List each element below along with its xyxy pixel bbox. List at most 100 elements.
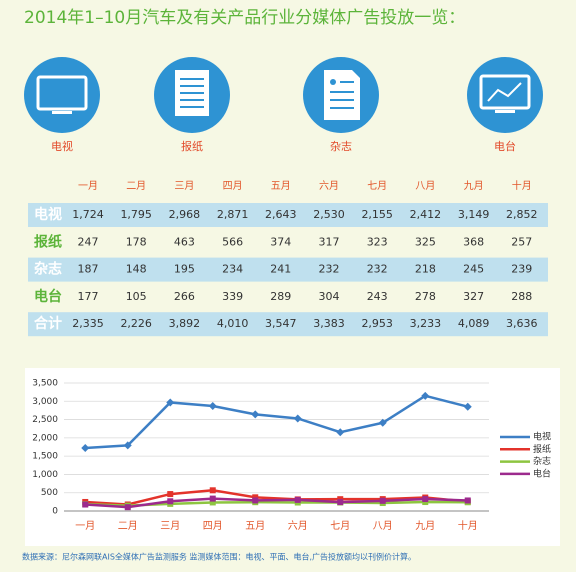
marker bbox=[209, 499, 216, 506]
table-cell: 177 bbox=[78, 290, 99, 303]
table-band bbox=[28, 312, 548, 337]
table-cell: 2,226 bbox=[120, 317, 152, 330]
table-cell: 2,968 bbox=[169, 208, 201, 221]
table-cell: 2,852 bbox=[506, 208, 538, 221]
table-cell: 239 bbox=[511, 263, 532, 276]
media-label: 杂志 bbox=[330, 140, 352, 153]
x-tick-label: 三月 bbox=[160, 520, 180, 532]
x-tick-label: 二月 bbox=[118, 520, 138, 532]
table-cell: 195 bbox=[174, 263, 195, 276]
y-tick-label: 2,500 bbox=[32, 415, 58, 425]
table-band bbox=[28, 203, 548, 227]
marker bbox=[167, 491, 174, 498]
marker bbox=[463, 402, 472, 411]
y-tick-label: 1,500 bbox=[32, 452, 58, 462]
series-line bbox=[85, 489, 468, 506]
media-label: 报纸 bbox=[181, 139, 203, 153]
table-cell: 266 bbox=[174, 290, 195, 303]
table-cell: 3,547 bbox=[265, 317, 297, 330]
marker bbox=[464, 497, 471, 504]
footnote: 数据来源：尼尔森网联AIS全媒体广告监测服务 监测媒体范围：电视、平面、电台,广… bbox=[22, 552, 416, 562]
table-cell: 178 bbox=[126, 235, 147, 248]
x-tick-label: 七月 bbox=[330, 520, 350, 532]
table-cell: 2,871 bbox=[217, 208, 249, 221]
table-cell: 187 bbox=[78, 263, 99, 276]
table-cell: 2,643 bbox=[265, 208, 297, 221]
icon-tv bbox=[24, 57, 100, 133]
marker bbox=[421, 391, 430, 400]
table-cell: 374 bbox=[270, 235, 291, 248]
table-cell: 232 bbox=[367, 263, 388, 276]
table-cell: 325 bbox=[415, 235, 436, 248]
row-label: 电台 bbox=[34, 288, 62, 305]
table-cell: 1,795 bbox=[120, 208, 152, 221]
y-tick-label: 500 bbox=[41, 488, 58, 498]
table-cell: 3,892 bbox=[169, 317, 201, 330]
x-tick-label: 八月 bbox=[373, 520, 393, 532]
table-cell: 323 bbox=[367, 235, 388, 248]
legend-label: 电台 bbox=[533, 467, 551, 479]
table-cell: 234 bbox=[222, 263, 243, 276]
table-cell: 327 bbox=[463, 290, 484, 303]
legend-label: 电视 bbox=[533, 431, 551, 443]
media-label: 电视 bbox=[51, 139, 73, 153]
table-cell: 241 bbox=[270, 263, 291, 276]
table-cell: 4,089 bbox=[458, 317, 490, 330]
table-cell: 317 bbox=[319, 235, 340, 248]
table-cell: 2,155 bbox=[361, 208, 393, 221]
marker bbox=[378, 418, 387, 427]
marker bbox=[251, 410, 260, 419]
marker bbox=[208, 402, 217, 411]
marker bbox=[167, 498, 174, 505]
marker bbox=[293, 414, 302, 423]
table-cell: 278 bbox=[415, 290, 436, 303]
marker bbox=[166, 398, 175, 407]
table-cell: 247 bbox=[78, 235, 99, 248]
x-tick-label: 四月 bbox=[203, 520, 223, 532]
table-header: 七月 bbox=[367, 180, 387, 192]
y-tick-label: 1,000 bbox=[32, 470, 58, 480]
table-header: 一月 bbox=[78, 180, 98, 192]
table-header: 三月 bbox=[174, 180, 194, 192]
y-tick-label: 3,500 bbox=[32, 379, 58, 389]
table-cell: 4,010 bbox=[217, 317, 249, 330]
table-cell: 339 bbox=[222, 290, 243, 303]
table-cell: 368 bbox=[463, 235, 484, 248]
table-cell: 566 bbox=[222, 235, 243, 248]
table-cell: 3,636 bbox=[506, 317, 538, 330]
table-header: 六月 bbox=[319, 180, 339, 192]
table-cell: 1,724 bbox=[72, 208, 104, 221]
marker bbox=[252, 497, 259, 504]
table-header: 四月 bbox=[223, 180, 243, 192]
table-cell: 2,530 bbox=[313, 208, 345, 221]
table-header: 十月 bbox=[512, 179, 532, 192]
row-label: 合计 bbox=[34, 315, 62, 332]
table-cell: 2,335 bbox=[72, 317, 104, 330]
series-line bbox=[85, 497, 468, 509]
table-cell: 3,383 bbox=[313, 317, 345, 330]
row-label: 报纸 bbox=[34, 233, 62, 250]
icon-newspaper bbox=[154, 57, 230, 133]
x-tick-label: 十月 bbox=[458, 519, 478, 532]
table-cell: 463 bbox=[174, 235, 195, 248]
table-cell: 243 bbox=[367, 290, 388, 303]
x-tick-label: 九月 bbox=[415, 520, 435, 532]
table-cell: 218 bbox=[415, 263, 436, 276]
media-label: 电台 bbox=[494, 139, 516, 153]
table-cell: 2,953 bbox=[361, 317, 393, 330]
x-tick-label: 一月 bbox=[75, 520, 95, 532]
x-tick-label: 五月 bbox=[245, 520, 265, 532]
table-header: 九月 bbox=[464, 180, 484, 192]
table-cell: 232 bbox=[319, 263, 340, 276]
marker bbox=[252, 494, 259, 501]
y-tick-label: 0 bbox=[52, 507, 58, 517]
table-header: 二月 bbox=[126, 180, 146, 192]
marker bbox=[337, 499, 344, 506]
table-header: 五月 bbox=[271, 180, 291, 192]
chart-background bbox=[25, 368, 560, 546]
marker bbox=[123, 441, 132, 450]
y-tick-label: 2,000 bbox=[32, 433, 58, 443]
table-cell: 304 bbox=[319, 290, 340, 303]
